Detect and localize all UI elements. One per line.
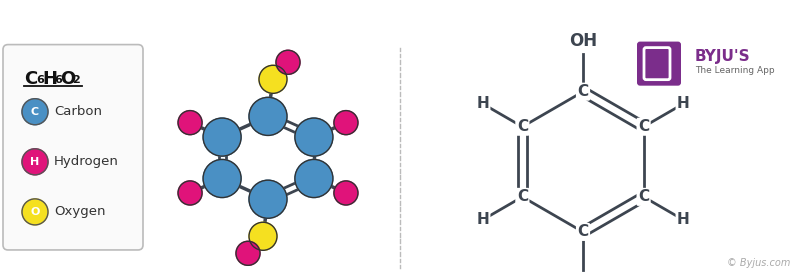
Text: Oxygen: Oxygen bbox=[54, 205, 106, 218]
Text: Hydrogen: Hydrogen bbox=[54, 155, 119, 168]
Circle shape bbox=[249, 222, 277, 250]
Text: OH: OH bbox=[569, 32, 597, 50]
FancyBboxPatch shape bbox=[3, 44, 143, 250]
Text: O: O bbox=[30, 207, 40, 217]
Circle shape bbox=[203, 159, 241, 198]
Text: 6: 6 bbox=[54, 75, 62, 85]
Text: H: H bbox=[677, 212, 690, 227]
Text: H: H bbox=[476, 212, 489, 227]
Circle shape bbox=[334, 111, 358, 135]
FancyBboxPatch shape bbox=[637, 41, 681, 86]
Text: C: C bbox=[31, 107, 39, 117]
Circle shape bbox=[276, 50, 300, 74]
Text: © Byjus.com: © Byjus.com bbox=[726, 258, 790, 268]
Text: 2: 2 bbox=[72, 75, 80, 85]
Circle shape bbox=[249, 97, 287, 135]
Circle shape bbox=[236, 241, 260, 265]
Text: C: C bbox=[578, 224, 589, 239]
Text: The Learning App: The Learning App bbox=[695, 66, 774, 75]
Text: O: O bbox=[60, 70, 75, 88]
Text: H: H bbox=[30, 157, 40, 167]
Text: C: C bbox=[24, 70, 38, 88]
Circle shape bbox=[178, 181, 202, 205]
Text: 6: 6 bbox=[36, 75, 44, 85]
Text: H: H bbox=[42, 70, 57, 88]
Circle shape bbox=[203, 118, 241, 156]
Circle shape bbox=[295, 118, 333, 156]
Text: H: H bbox=[677, 96, 690, 111]
Text: C: C bbox=[517, 119, 528, 134]
Text: BYJU'S: BYJU'S bbox=[695, 49, 750, 64]
Text: H: H bbox=[476, 96, 489, 111]
Circle shape bbox=[22, 149, 48, 175]
Circle shape bbox=[178, 111, 202, 135]
Circle shape bbox=[295, 159, 333, 198]
Text: HYDROQUINONE STRUCTURE: HYDROQUINONE STRUCTURE bbox=[14, 8, 398, 32]
Text: C: C bbox=[578, 84, 589, 99]
Text: C: C bbox=[517, 189, 528, 204]
Circle shape bbox=[249, 180, 287, 218]
Text: C: C bbox=[638, 119, 649, 134]
Circle shape bbox=[259, 65, 287, 93]
Text: C: C bbox=[638, 189, 649, 204]
Circle shape bbox=[334, 181, 358, 205]
Circle shape bbox=[22, 199, 48, 225]
Circle shape bbox=[22, 99, 48, 125]
Text: Carbon: Carbon bbox=[54, 105, 102, 118]
